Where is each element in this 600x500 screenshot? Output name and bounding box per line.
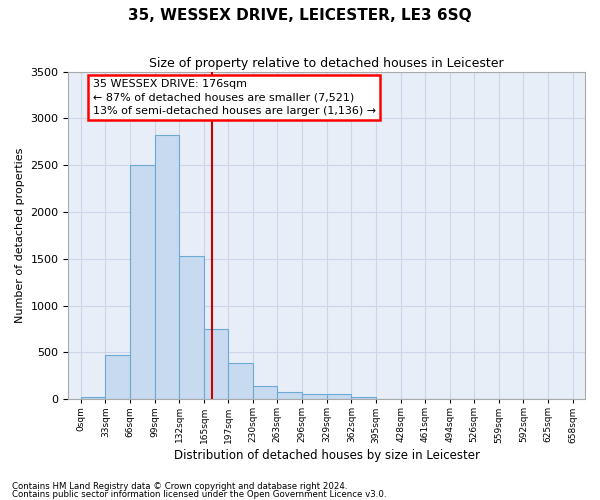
Bar [179,256,204,399]
Title: Size of property relative to detached houses in Leicester: Size of property relative to detached ho… [149,58,504,70]
Bar [302,394,327,399]
Bar [277,392,302,399]
Text: Contains HM Land Registry data © Crown copyright and database right 2024.: Contains HM Land Registry data © Crown c… [12,482,347,491]
Text: 35 WESSEX DRIVE: 176sqm
← 87% of detached houses are smaller (7,521)
13% of semi: 35 WESSEX DRIVE: 176sqm ← 87% of detache… [93,79,376,116]
Bar [327,394,352,399]
Bar [228,362,253,399]
Bar [81,397,106,399]
Bar [352,397,376,399]
Bar [204,329,228,399]
Bar [106,355,130,399]
Bar [253,386,277,399]
Text: Contains public sector information licensed under the Open Government Licence v3: Contains public sector information licen… [12,490,386,499]
Y-axis label: Number of detached properties: Number of detached properties [15,148,25,323]
X-axis label: Distribution of detached houses by size in Leicester: Distribution of detached houses by size … [174,450,480,462]
Bar [155,136,179,399]
Text: 35, WESSEX DRIVE, LEICESTER, LE3 6SQ: 35, WESSEX DRIVE, LEICESTER, LE3 6SQ [128,8,472,22]
Bar [130,166,155,399]
